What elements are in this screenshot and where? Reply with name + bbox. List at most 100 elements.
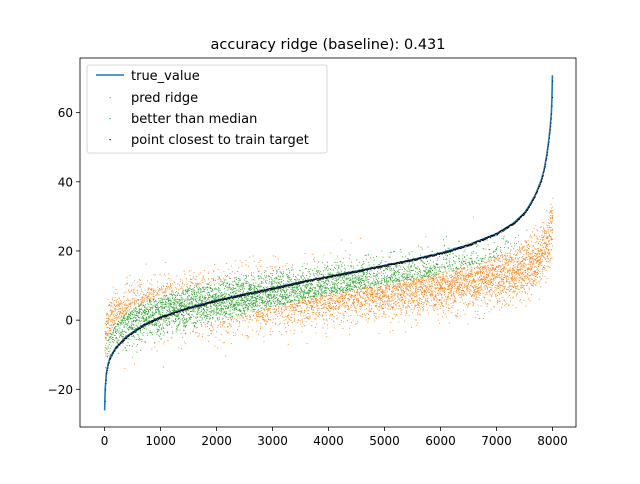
pred-point [526, 248, 528, 250]
pred-point [176, 325, 178, 327]
pred-point [133, 280, 135, 282]
pred-point [515, 279, 517, 281]
pred-point [143, 318, 145, 319]
pred-point [300, 312, 301, 314]
pred-point [544, 230, 546, 232]
pred-point [366, 299, 368, 301]
pred-point [152, 289, 154, 291]
pred-point [284, 305, 286, 307]
pred-point [138, 304, 140, 306]
pred-point [519, 268, 521, 270]
pred-point [320, 315, 322, 317]
pred-point [495, 258, 497, 260]
pred-point [422, 290, 424, 292]
pred-point [355, 308, 357, 310]
pred-point [234, 260, 236, 262]
pred-point [403, 291, 405, 293]
pred-point [392, 290, 394, 292]
pred-point [111, 324, 113, 326]
pred-point [167, 301, 169, 302]
pred-point [109, 350, 111, 352]
pred-point [451, 284, 453, 286]
pred-point [549, 235, 551, 237]
pred-point [116, 300, 117, 302]
pred-point [121, 336, 123, 338]
pred-point [156, 292, 158, 294]
pred-point [424, 294, 426, 296]
pred-point [490, 287, 492, 289]
pred-point [485, 265, 487, 267]
pred-point [141, 329, 143, 331]
pred-point [543, 236, 545, 238]
pred-point [467, 284, 469, 286]
pred-point [329, 294, 331, 296]
pred-point [109, 328, 111, 330]
pred-point [141, 288, 143, 290]
pred-point [347, 291, 349, 293]
pred-point [109, 301, 111, 303]
pred-point [164, 298, 166, 300]
pred-point [175, 295, 177, 297]
pred-point [481, 289, 483, 290]
pred-point [496, 258, 498, 260]
pred-point [411, 286, 413, 288]
pred-point [535, 272, 537, 274]
pred-point [447, 296, 449, 298]
pred-point [398, 321, 400, 323]
pred-point [365, 300, 367, 302]
pred-point [379, 288, 381, 290]
pred-point [374, 313, 376, 315]
pred-point [475, 284, 477, 286]
pred-point [487, 264, 489, 266]
pred-point [141, 318, 143, 319]
pred-point [319, 298, 321, 299]
pred-point [456, 276, 458, 278]
pred-point [452, 285, 454, 287]
pred-point [168, 304, 170, 306]
pred-point [520, 268, 521, 270]
pred-point [172, 310, 174, 311]
pred-point [112, 286, 114, 288]
pred-point [109, 327, 111, 329]
pred-point [448, 286, 450, 287]
pred-point [509, 260, 511, 262]
pred-point [161, 287, 163, 289]
pred-point [426, 309, 428, 311]
pred-point [148, 310, 149, 311]
pred-point [451, 276, 452, 278]
pred-point [545, 232, 547, 234]
pred-point [439, 305, 441, 307]
pred-point [544, 233, 546, 234]
pred-point [279, 323, 281, 325]
pred-point [369, 300, 371, 302]
pred-point [119, 327, 121, 329]
pred-point [432, 279, 434, 281]
pred-point [368, 306, 370, 308]
pred-point [154, 301, 156, 303]
pred-point [550, 242, 552, 244]
pred-point [113, 300, 115, 302]
pred-point [492, 282, 494, 284]
pred-point [198, 335, 200, 337]
pred-point [530, 294, 532, 296]
pred-point [376, 306, 378, 308]
pred-point [179, 299, 180, 300]
pred-point [128, 314, 130, 316]
pred-point [195, 278, 197, 280]
pred-point [461, 271, 463, 273]
pred-point [550, 218, 552, 219]
pred-point [116, 337, 118, 339]
pred-point [155, 274, 157, 276]
pred-point [449, 308, 451, 310]
pred-point [477, 271, 479, 273]
pred-point [415, 283, 417, 285]
pred-point [477, 291, 478, 293]
pred-point [492, 285, 494, 287]
pred-point [354, 307, 356, 309]
pred-point [227, 332, 229, 334]
pred-point [421, 293, 423, 295]
pred-point [376, 308, 378, 310]
pred-point [138, 299, 140, 301]
pred-point [407, 289, 409, 291]
pred-point [287, 321, 289, 323]
